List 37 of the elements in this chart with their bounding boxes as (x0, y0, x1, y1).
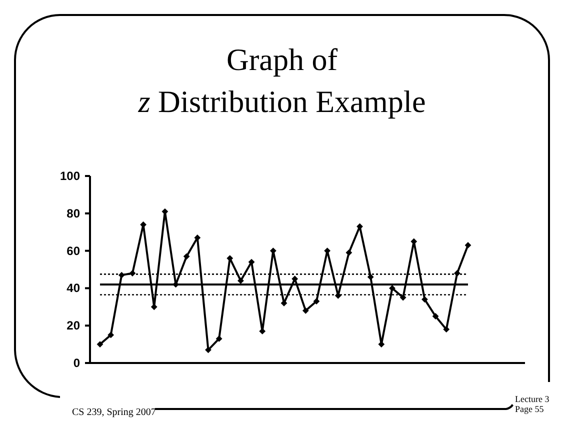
point (346, 249, 352, 256)
point (205, 346, 212, 354)
y-tick-label: 60 (66, 244, 80, 258)
y-tick-label: 20 (66, 318, 80, 333)
text: Lecture 3 (515, 394, 550, 404)
point (194, 234, 201, 241)
point (238, 278, 244, 284)
point (464, 242, 472, 248)
y-tick-label: 80 (66, 206, 80, 220)
point (248, 258, 255, 266)
point (422, 296, 428, 303)
point (259, 328, 266, 334)
y-tick-label: 0 (73, 356, 80, 370)
chart-title: Graph of z Distribution Example (138, 42, 426, 119)
point (313, 298, 320, 304)
point (389, 285, 396, 292)
point (226, 255, 234, 262)
point (183, 253, 190, 260)
point (129, 270, 136, 276)
point (378, 341, 385, 348)
point (443, 326, 450, 333)
text: Page 55 (515, 404, 544, 414)
point (140, 221, 146, 228)
point (108, 332, 114, 338)
point (454, 270, 460, 276)
point (270, 248, 276, 254)
point (216, 335, 222, 342)
y-tick-label: 100 (60, 169, 80, 183)
point (150, 304, 158, 310)
point (292, 276, 298, 282)
point (400, 294, 406, 301)
y-tick-label: 40 (66, 281, 80, 296)
point (367, 274, 374, 280)
text: CS 239, Spring 2007 (72, 407, 156, 418)
point (302, 307, 309, 314)
point (118, 272, 125, 278)
point (162, 208, 168, 215)
